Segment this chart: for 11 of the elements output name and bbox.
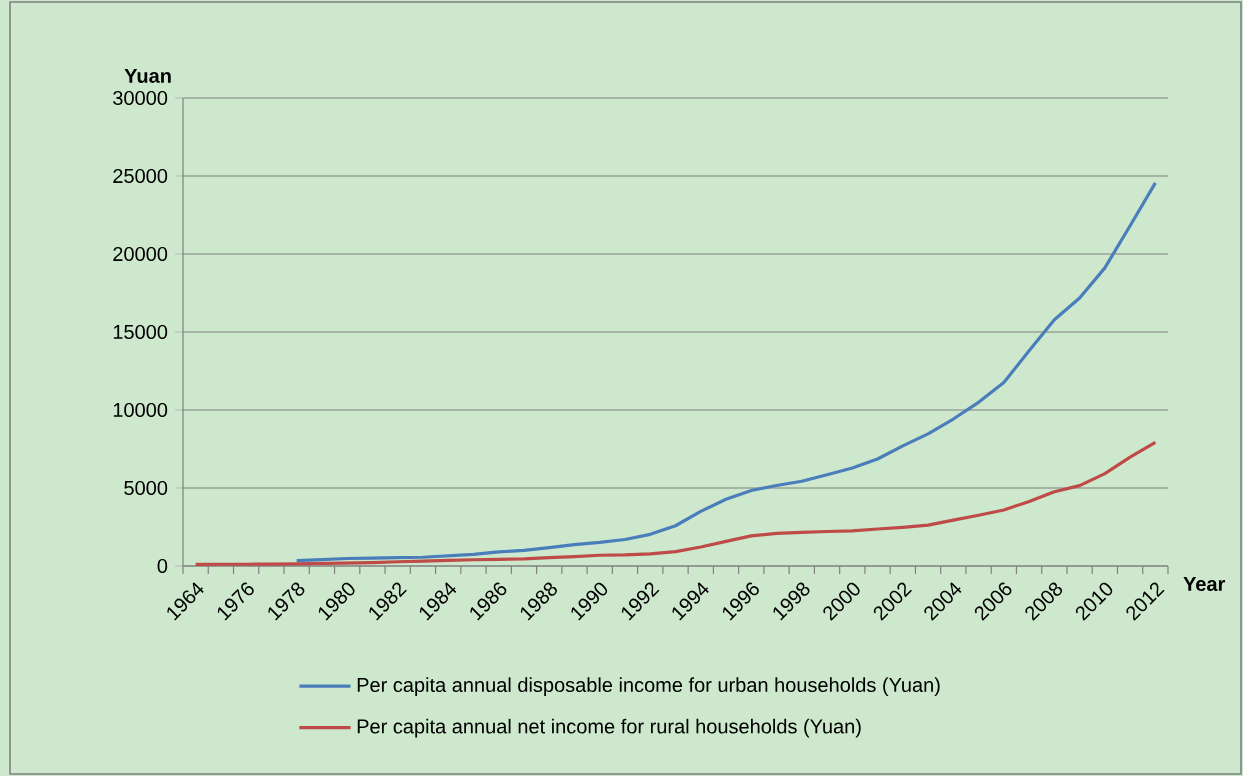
y-tick-label: 10000 [113, 402, 168, 418]
y-tick-label: 0 [157, 558, 168, 574]
y-tick-label: 25000 [113, 168, 168, 184]
x-axis-title: Year [1183, 577, 1226, 591]
y-tick-label: 15000 [113, 324, 168, 340]
y-tick-label: 30000 [113, 90, 168, 106]
legend-label: Per capita annual disposable income for urban households (Yuan) [357, 677, 940, 696]
y-axis-title: Yuan [124, 68, 171, 83]
y-tick-label: 20000 [113, 246, 168, 262]
legend-label: Per capita annual net income for rural households (Yuan) [357, 718, 861, 738]
y-tick-label: 5000 [124, 480, 168, 496]
